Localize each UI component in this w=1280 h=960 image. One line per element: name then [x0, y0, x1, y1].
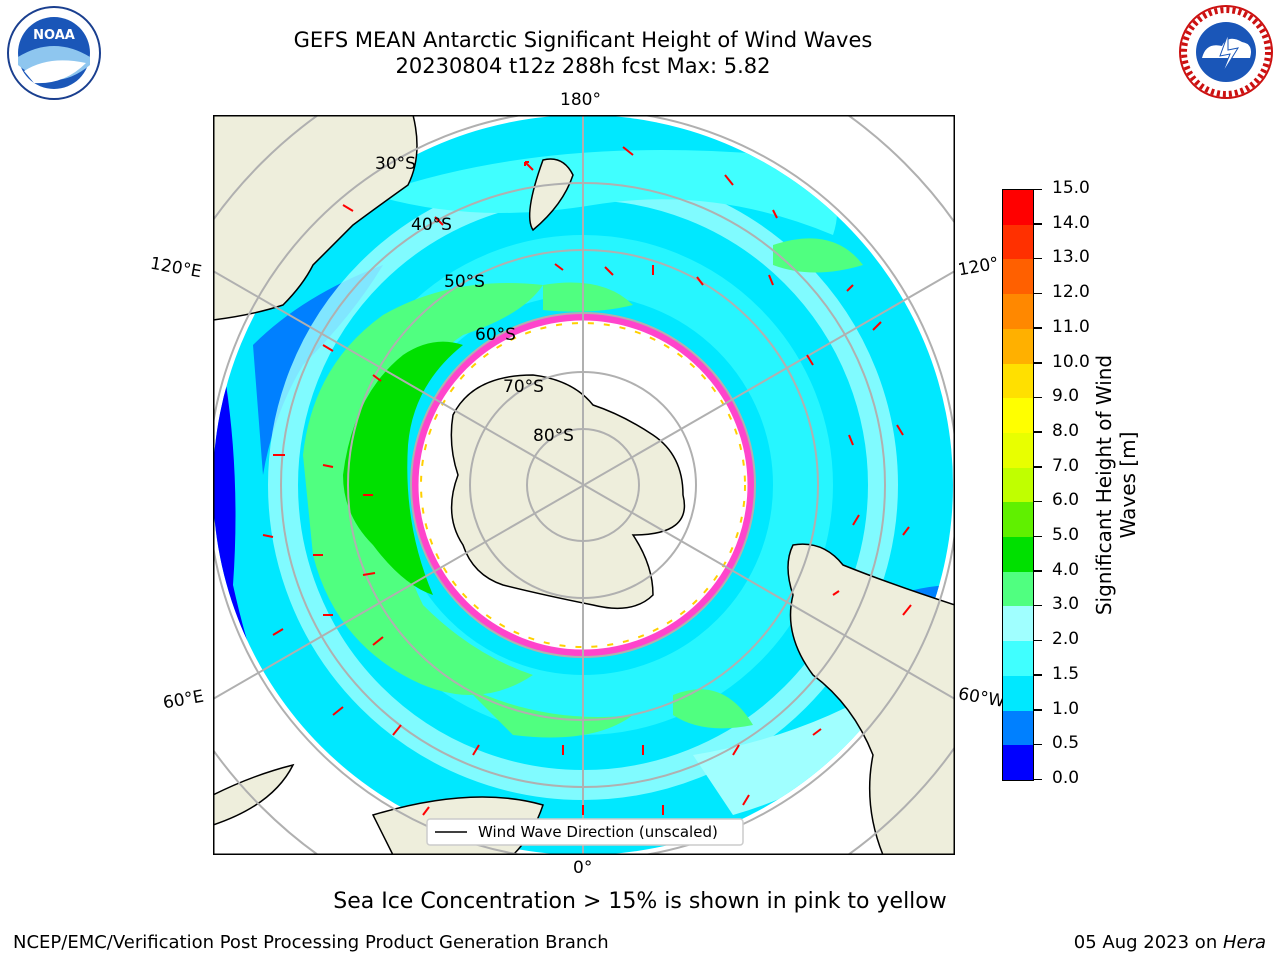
latitude-labels: 30°S 40°S 50°S 60°S 70°S 80°S [375, 154, 574, 446]
lat-label-50s: 50°S [444, 272, 485, 292]
colorbar-tick-label: 2.0 [1052, 629, 1080, 650]
colorbar-tick-label: 1.5 [1052, 663, 1080, 684]
colorbar-tick-mark [1034, 362, 1042, 364]
colorbar-tick-mark [1034, 570, 1042, 572]
colorbar-tick-label: 15.0 [1052, 178, 1090, 198]
noaa-logo: NOAA [7, 6, 101, 100]
colorbar-segment [1003, 641, 1033, 677]
colorbar-segment [1003, 710, 1033, 746]
colorbar-segment [1003, 363, 1033, 399]
lon-label-120e: 120°E [148, 253, 204, 283]
wind-wave-arrows [262, 146, 912, 836]
colorbar-tick-label: 4.0 [1052, 559, 1080, 580]
lat-label-80s: 80°S [533, 426, 574, 446]
colorbar-tick-label: 3.0 [1052, 594, 1080, 615]
colorbar-segment [1003, 328, 1033, 365]
colorbar-tick-mark [1034, 674, 1042, 676]
map-subtitle: 20230804 t12z 288h fcst Max: 5.82 [395, 54, 771, 78]
lon-label-180: 180° [560, 90, 601, 110]
colorbar-label: Significant Height of Wind Waves [m] [1092, 354, 1140, 616]
new-zealand-land [528, 158, 574, 232]
colorbar-tick-mark [1034, 188, 1042, 190]
date-host: Hera [1222, 932, 1266, 953]
colorbar-segment [1003, 259, 1033, 295]
colorbar-tick-label: 1.0 [1052, 698, 1080, 719]
noaa-logo-text: NOAA [33, 28, 75, 43]
colorbar-tick-label: 10.0 [1052, 351, 1090, 372]
colorbar-tick-mark [1034, 466, 1042, 468]
colorbar-tick-label: 7.0 [1052, 455, 1080, 476]
colorbar-segment [1003, 537, 1033, 573]
colorbar-tick-label: 0.5 [1052, 733, 1080, 754]
colorbar-tick-mark [1034, 396, 1042, 399]
colorbar-tick-mark [1034, 257, 1042, 260]
colorbar [1002, 189, 1034, 781]
antarctica-land [450, 374, 686, 610]
colorbar-tick-mark [1034, 604, 1042, 607]
colorbar-tick-mark [1034, 431, 1042, 433]
colorbar-tick-label: 0.0 [1052, 768, 1080, 788]
colorbar-tick-mark [1034, 500, 1042, 503]
colorbar-tick-label: 6.0 [1052, 490, 1080, 511]
colorbar-segment [1003, 190, 1033, 226]
colorbar-tick-label: 5.0 [1052, 525, 1080, 546]
colorbar-segment [1003, 398, 1033, 434]
polar-map: 30°S 40°S 50°S 60°S 70°S 80°S Wind Wave … [213, 115, 955, 855]
colorbar-segment [1003, 675, 1033, 712]
colorbar-segment [1003, 294, 1033, 330]
lat-label-60s: 60°S [475, 325, 516, 345]
colorbar-tick-label: 13.0 [1052, 247, 1090, 268]
sea-ice-note: Sea Ice Concentration > 15% is shown in … [333, 889, 947, 914]
wind-wave-legend: Wind Wave Direction (unscaled) [426, 818, 744, 846]
colorbar-tick-mark [1034, 292, 1042, 295]
map-title: GEFS MEAN Antarctic Significant Height o… [293, 28, 873, 52]
australia-land [213, 115, 418, 321]
colorbar-segment [1003, 224, 1033, 260]
colorbar-segment [1003, 571, 1033, 607]
date-prefix: 05 Aug 2023 on [1073, 932, 1223, 953]
credit-text: NCEP/EMC/Verification Post Processing Pr… [13, 932, 609, 953]
colorbar-segment [1003, 745, 1033, 781]
lon-label-60w: 60°W [956, 684, 1007, 712]
lon-label-120w: 120° [956, 253, 1001, 281]
lat-label-30s: 30°S [375, 154, 416, 174]
lat-label-40s: 40°S [411, 215, 452, 235]
legend-label: Wind Wave Direction (unscaled) [478, 823, 718, 841]
colorbar-tick-label: 14.0 [1052, 212, 1090, 233]
colorbar-tick-mark [1034, 327, 1042, 329]
longitude-lines [213, 115, 955, 855]
colorbar-segment [1003, 606, 1033, 642]
colorbar-tick-mark [1034, 778, 1042, 780]
colorbar-tick-mark [1034, 535, 1042, 538]
date-stamp: 05 Aug 2023 on Hera [1074, 932, 1266, 953]
colorbar-segment [1003, 467, 1033, 503]
colorbar-tick-mark [1034, 743, 1042, 746]
colorbar-segment [1003, 432, 1033, 469]
colorbar-tick-label: 8.0 [1052, 420, 1080, 441]
lon-label-60e: 60°E [161, 686, 206, 714]
colorbar-segment [1003, 502, 1033, 538]
nws-logo [1179, 5, 1273, 99]
colorbar-tick-label: 12.0 [1052, 282, 1090, 303]
colorbar-tick-mark [1034, 709, 1042, 711]
lat-label-70s: 70°S [503, 377, 544, 397]
colorbar-tick-label: 9.0 [1052, 386, 1080, 407]
colorbar-tick-mark [1034, 223, 1042, 225]
colorbar-tick-label: 11.0 [1052, 316, 1090, 337]
colorbar-tick-mark [1034, 639, 1042, 642]
lon-label-0: 0° [573, 858, 593, 878]
